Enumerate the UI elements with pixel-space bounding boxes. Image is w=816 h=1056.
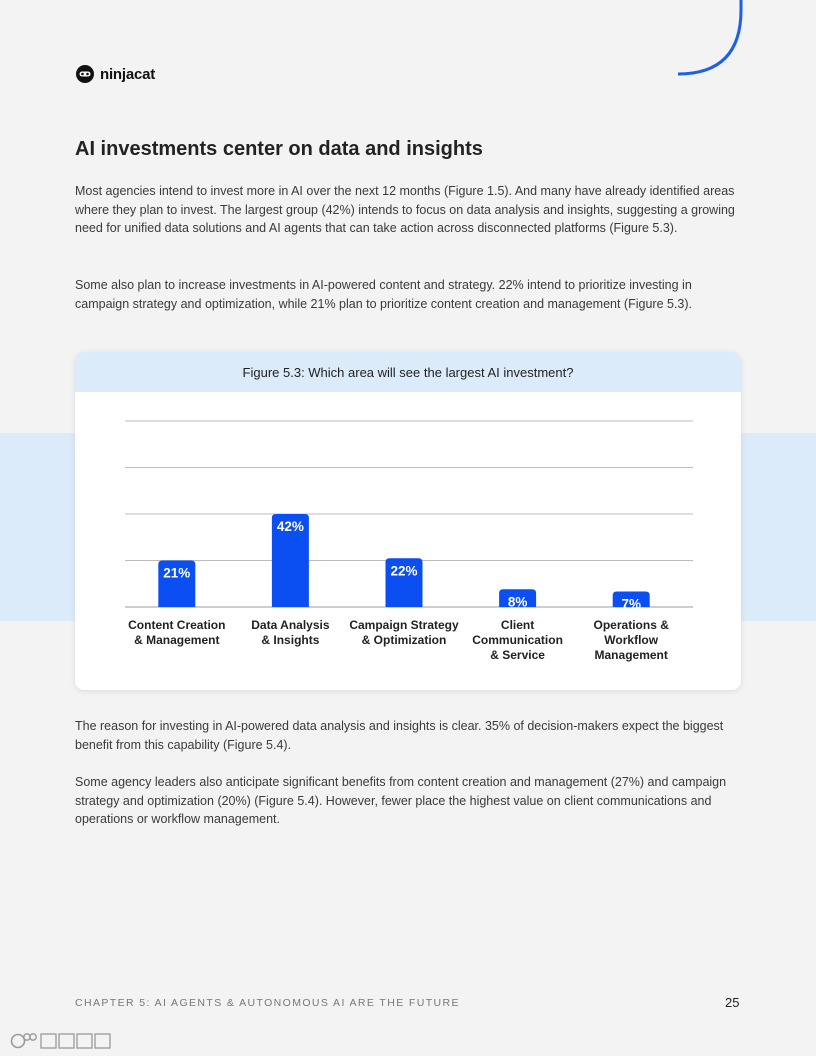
data-label: 7% [621,597,641,612]
bar [385,558,423,607]
watermark-logo-icon [10,1033,111,1049]
cat-face-icon [76,65,94,83]
bar [499,589,537,607]
category-label: Content Creation & Management [128,618,225,647]
chart-card: Figure 5.3: Which area will see the larg… [75,352,741,690]
data-label: 22% [390,563,417,578]
footer-chapter: CHAPTER 5: AI AGENTS & AUTONOMOUS AI ARE… [75,997,460,1009]
category-label-line: Client [501,618,534,632]
category-label: Operations & Workflow Management [594,618,670,662]
data-label: 42% [277,519,304,534]
paragraph-2: Some also plan to increase investments i… [75,278,693,311]
bar-chart: 21% Content Creation & Management 42% Data A… [125,420,693,662]
category-label-line: & Service [490,648,545,662]
chart-header: Figure 5.3: Which area will see the larg… [75,352,741,392]
brand-name: ninjacat [100,65,156,83]
category-label-line: Campaign Strategy [349,618,459,632]
category-label-line: & Management [134,633,219,647]
category-label-line: Content Creation [128,618,225,632]
category-label-line: Data Analysis [251,618,330,632]
paragraph-1: Most agencies intend to invest more in A… [75,184,735,236]
chart-title: Figure 5.3: Which area will see the larg… [242,364,574,380]
bar [271,514,309,607]
bar [158,560,196,607]
page-number: 25 [725,995,740,1010]
category-label-line: & Insights [261,633,319,647]
category-label: Data Analysis & Insights [251,618,330,647]
category-label-line: Operations & [594,618,670,632]
brand-logo: ninjacat [75,64,155,84]
header-curve [677,0,743,76]
category-label-line: Management [595,648,668,662]
category-label-line: & Optimization [362,633,447,647]
paragraph-3: The reason for investing in AI-powered d… [75,719,724,752]
category-label: Client Communication & Service [472,618,563,662]
category-label: Campaign Strategy & Optimization [349,618,459,647]
data-label: 21% [163,566,190,581]
section-heading: AI investments center on data and insigh… [75,138,483,160]
paragraph-4: Some agency leaders also anticipate sign… [75,775,727,827]
category-label-line: Communication [472,633,563,647]
category-label-line: Workflow [604,633,658,647]
bar [612,591,650,607]
data-label: 8% [508,594,528,609]
header-decoration [180,0,743,76]
